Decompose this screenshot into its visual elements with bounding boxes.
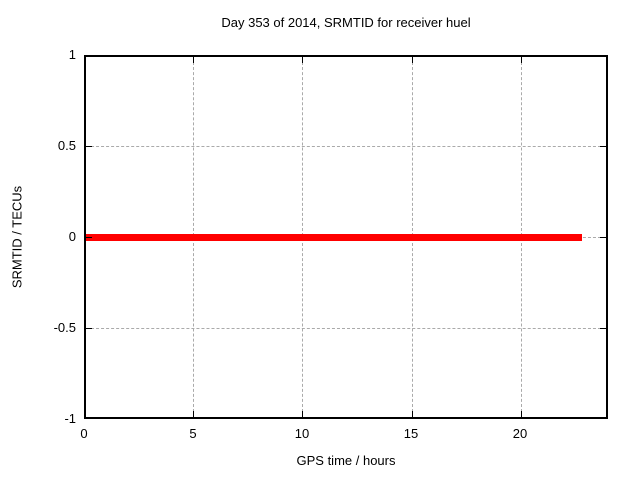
x-tick-bottom-5 — [193, 411, 194, 417]
x-axis-label: GPS time / hours — [296, 453, 396, 468]
x-tick-label-15: 15 — [403, 426, 419, 441]
y-tick-label-1: 1 — [68, 47, 76, 62]
y-axis-label: SRMTID / TECUs — [9, 185, 25, 289]
chart-title: Day 353 of 2014, SRMTID for receiver hue… — [221, 15, 471, 30]
x-tick-label-10: 10 — [294, 426, 310, 441]
y-tick-left-0 — [86, 237, 92, 238]
x-tick-top-20 — [521, 57, 522, 63]
y-tick-right--0.5 — [600, 328, 606, 329]
y-tick-left--0.5 — [86, 328, 92, 329]
y-tick-label-0: 0 — [68, 229, 76, 244]
y-tick-right-0.5 — [600, 146, 606, 147]
x-tick-top-15 — [412, 57, 413, 63]
y-tick-left-0.5 — [86, 146, 92, 147]
x-tick-bottom-20 — [521, 411, 522, 417]
series-srmtid-line — [86, 234, 582, 241]
gridline-y-0.5 — [86, 328, 606, 329]
y-tick-label-0.5: 0.5 — [57, 138, 76, 153]
x-tick-top-10 — [302, 57, 303, 63]
x-tick-bottom-15 — [412, 411, 413, 417]
y-tick-label--1: -1 — [64, 411, 76, 426]
x-tick-top-5 — [193, 57, 194, 63]
y-tick-label--0.5: -0.5 — [53, 320, 76, 335]
y-tick-right-0 — [600, 237, 606, 238]
x-tick-label-0: 0 — [80, 426, 88, 441]
x-tick-label-20: 20 — [512, 426, 528, 441]
plot-area — [84, 55, 608, 419]
x-tick-bottom-10 — [302, 411, 303, 417]
gridline-y0.5 — [86, 146, 606, 147]
x-tick-label-5: 5 — [189, 426, 197, 441]
